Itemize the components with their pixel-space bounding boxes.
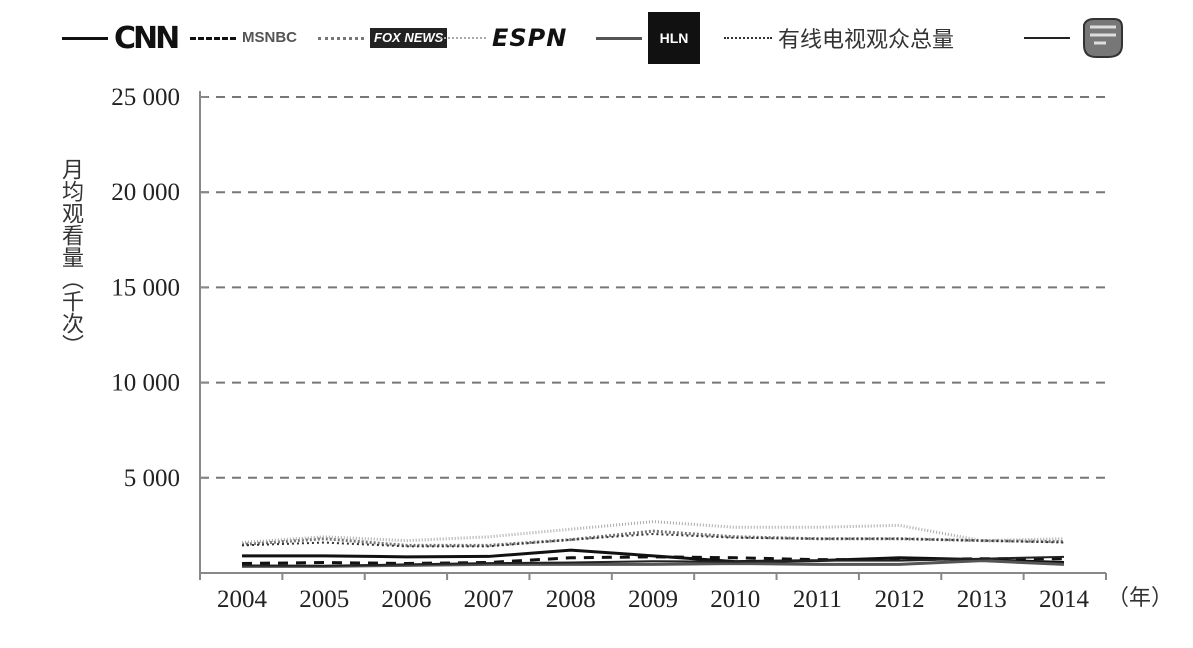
- x-tick-label: 2004: [217, 586, 268, 613]
- x-tick-label: 2013: [957, 586, 1007, 613]
- series-lines: [241, 520, 1065, 568]
- y-tick-label: 25 000: [111, 84, 180, 111]
- x-tick-label: 2008: [546, 586, 596, 613]
- msnbc-logo: MSNBC: [242, 29, 297, 46]
- cnn-logo: CNN: [114, 20, 180, 56]
- y-tick-label: 15 000: [111, 274, 180, 301]
- x-tick-label: 2007: [464, 586, 514, 613]
- x-axis-label: （年）: [1107, 586, 1173, 611]
- legend-item-cnn: CNN: [62, 16, 180, 60]
- legend-label-total: 有线电视观众总量: [778, 28, 955, 53]
- espn-logo: ESPN: [492, 24, 568, 52]
- series-line-fox: [241, 529, 1065, 547]
- y-axis-label: 月均观看量（千次）: [58, 158, 83, 356]
- legend-item-pewdiepie: [1024, 16, 1126, 60]
- x-tick-label: 2011: [793, 586, 842, 613]
- x-tick-label: 2009: [628, 586, 678, 613]
- legend-item-total: 有线电视观众总量: [724, 16, 954, 60]
- legend-item-fox-news: FOX NEWS: [318, 16, 448, 60]
- x-tick-label: 2006: [381, 586, 431, 613]
- x-tick-label: 2010: [710, 586, 760, 613]
- legend-item-hln: HLN: [596, 12, 700, 64]
- y-tick-label: 10 000: [111, 370, 180, 397]
- x-tick-label: 2005: [299, 586, 349, 613]
- brofist-icon: [1083, 18, 1123, 58]
- y-tick-labels: 5 000 10 000 15 000 20 000 25 000: [111, 84, 180, 492]
- legend-item-espn: ESPN: [440, 16, 567, 60]
- series-line-total: [241, 532, 1065, 548]
- series-line-pewdiepie: [241, 555, 1065, 567]
- x-tick-label: 2014: [1039, 586, 1090, 613]
- legend-item-msnbc: MSNBC: [190, 16, 302, 60]
- y-tick-label: 20 000: [111, 179, 180, 206]
- x-tick-labels: 2004 2005 2006 2007 2008 2009 2010 2011 2012 2013…: [217, 586, 1090, 613]
- gridlines: [200, 96, 1106, 479]
- x-tick-label: 2012: [875, 586, 925, 613]
- hln-logo: HLN: [648, 12, 700, 64]
- y-tick-label: 5 000: [124, 465, 180, 492]
- fox-news-logo: FOX NEWS: [370, 28, 448, 48]
- axes: [199, 91, 1107, 580]
